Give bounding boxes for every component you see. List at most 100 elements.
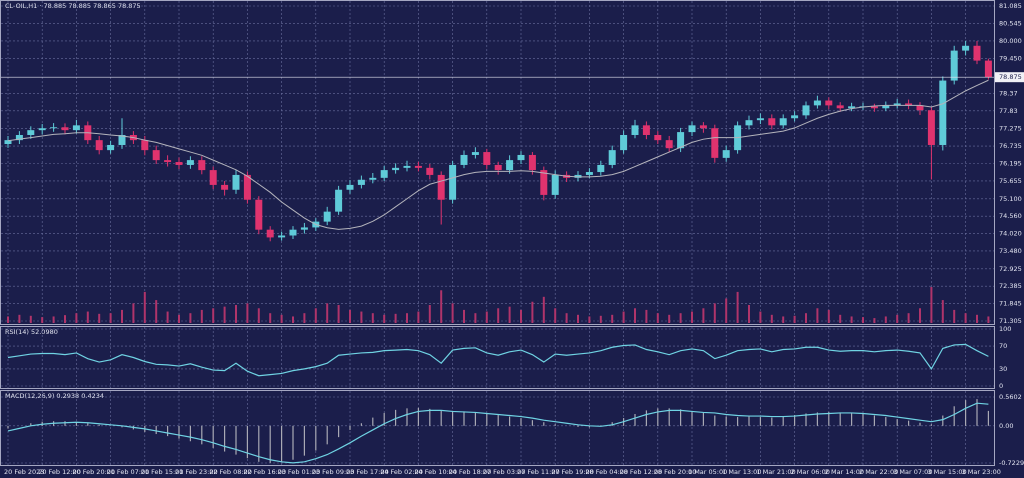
- x-tick-label: 27 Feb 03:00: [483, 468, 526, 476]
- x-tick-label: 21 Feb 15:00: [141, 468, 184, 476]
- volume-bar: [759, 311, 762, 323]
- candle-body: [597, 164, 605, 173]
- candle-body: [392, 167, 400, 171]
- y-tick-label: 75.655: [999, 177, 1022, 185]
- volume-bar: [417, 311, 420, 323]
- candle-body: [517, 154, 525, 161]
- candle-body: [426, 167, 434, 175]
- candle-body: [483, 152, 491, 165]
- y-tick-label: 80.545: [999, 19, 1022, 27]
- rsi-panel: [0, 326, 995, 389]
- x-tick-label: 2 Mar 14:00: [825, 468, 864, 476]
- volume-bar: [611, 314, 614, 323]
- y-tick-label: 79.450: [999, 55, 1022, 63]
- y-tick-label: 75.100: [999, 195, 1022, 203]
- candle-body: [802, 105, 810, 116]
- y-tick-label: 77.275: [999, 125, 1022, 133]
- candle-body: [300, 227, 308, 230]
- candle-body: [255, 199, 263, 230]
- volume-bar: [394, 313, 397, 323]
- volume-bar: [702, 308, 705, 323]
- volume-bar: [577, 314, 579, 323]
- volume-bar: [155, 300, 158, 323]
- candle-body: [916, 105, 924, 111]
- volume-bar: [713, 303, 716, 323]
- candle-body: [927, 110, 935, 145]
- rsi-title: RSI(14) 52.0980: [5, 328, 58, 336]
- volume-bar: [748, 305, 750, 323]
- volume-bar: [200, 309, 203, 323]
- volume-bar: [440, 290, 443, 323]
- candle-body: [289, 229, 297, 236]
- candle-body: [688, 125, 696, 133]
- candle-body: [813, 100, 821, 106]
- volume-bar: [736, 291, 739, 323]
- candle-body: [585, 172, 593, 175]
- y-tick-label: 30: [999, 365, 1007, 373]
- candle-body: [973, 45, 981, 61]
- candle-body: [4, 140, 12, 145]
- candle-body: [528, 154, 536, 171]
- volume-bar: [75, 313, 78, 323]
- volume-bar: [588, 316, 591, 323]
- x-tick-label: 21 Feb 23:00: [175, 468, 218, 476]
- volume-bar: [816, 308, 819, 323]
- volume-bar: [691, 311, 693, 323]
- volume-bar: [793, 315, 796, 323]
- volume-bar: [941, 300, 944, 323]
- volume-bar: [292, 316, 294, 323]
- volume-bar: [428, 305, 431, 323]
- volume-bar: [839, 314, 842, 323]
- y-tick-label: 0.5602: [999, 393, 1022, 401]
- volume-bar: [109, 313, 112, 323]
- candle-body: [95, 140, 103, 151]
- volume-bar: [52, 316, 55, 323]
- candle-body: [164, 160, 172, 163]
- candle-body: [905, 103, 913, 106]
- candle-body: [141, 140, 149, 151]
- candle-body: [50, 127, 58, 129]
- x-tick-label: 23 Feb 01:00: [278, 468, 321, 476]
- volume-bar: [166, 311, 169, 323]
- volume-bar: [668, 314, 671, 323]
- volume-bar: [280, 314, 283, 323]
- volume-bar: [725, 298, 728, 323]
- candle-body: [107, 144, 115, 151]
- candle-body: [745, 120, 753, 126]
- candle-body: [848, 106, 856, 109]
- volume-bar: [679, 313, 682, 323]
- x-tick-label: 28 Feb 20:00: [654, 468, 697, 476]
- candle-body: [631, 125, 639, 135]
- candle-body: [551, 174, 559, 195]
- candle-body: [677, 132, 685, 149]
- volume-bar: [18, 314, 21, 323]
- candle-body: [186, 160, 194, 165]
- candle-body: [449, 164, 457, 200]
- candle-body: [882, 105, 890, 109]
- x-tick-label: 2 Mar 22:00: [859, 468, 898, 476]
- volume-bar: [98, 313, 101, 323]
- candle-body: [642, 125, 650, 135]
- volume-bar: [314, 308, 317, 323]
- volume-bar: [850, 316, 853, 323]
- candle-body: [357, 179, 365, 185]
- candle-body: [198, 160, 206, 171]
- x-tick-label: 1 Mar 05:00: [688, 468, 727, 476]
- candle-body: [209, 170, 217, 185]
- volume-bar: [360, 311, 363, 323]
- x-tick-label: 28 Feb 12:00: [620, 468, 663, 476]
- y-tick-label: 0.00: [999, 422, 1013, 430]
- x-tick-label: 20 Feb 20:00: [72, 468, 115, 476]
- x-tick-label: 3 Mar 07:00: [893, 468, 932, 476]
- candle-body: [460, 154, 468, 165]
- candle-body: [471, 152, 479, 155]
- volume-bar: [599, 315, 602, 323]
- volume-bar: [770, 314, 773, 323]
- y-tick-label: 71.845: [999, 300, 1022, 308]
- volume-bar: [645, 309, 648, 323]
- candle-body: [825, 100, 833, 106]
- x-tick-label: 21 Feb 07:00: [107, 468, 150, 476]
- y-tick-label: 80.000: [999, 37, 1022, 45]
